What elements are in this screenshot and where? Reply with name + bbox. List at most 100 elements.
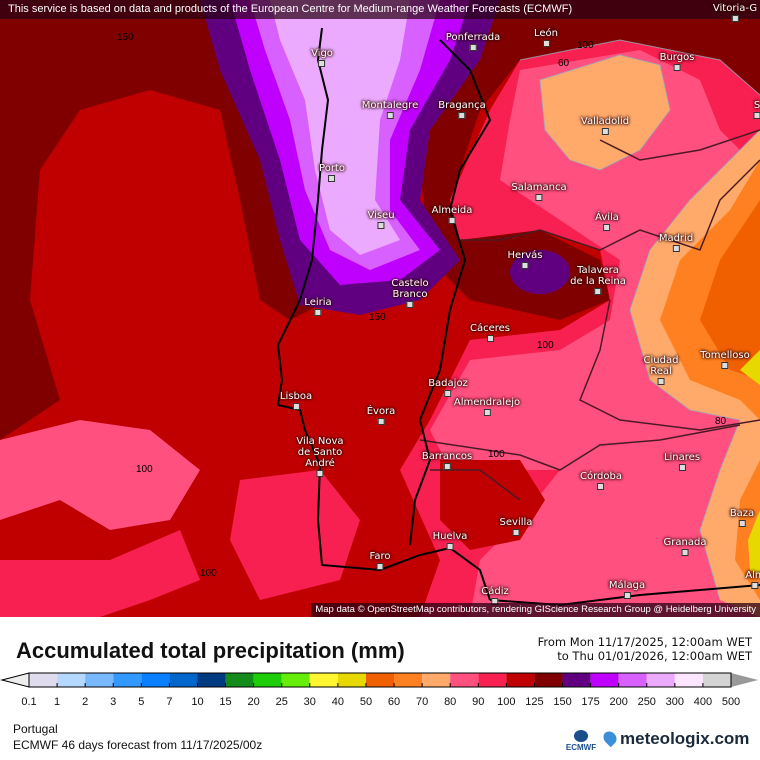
city-marker-icon (603, 224, 611, 231)
scale-swatch (197, 673, 226, 687)
color-scale-ticks: 0.1 1 2 3 5 7 10 15 20 25 30 40 50 60 70 80 90 100 125 150 1… (0, 696, 760, 710)
city-marker-icon (535, 194, 543, 201)
city-marker-icon (446, 543, 454, 550)
scale-swatch (57, 673, 86, 687)
contour-label: 100 (488, 449, 505, 460)
field-90-100-b (230, 470, 360, 600)
province-borders (419, 129, 760, 501)
city-marker-icon (469, 44, 477, 51)
city-marker-icon (738, 520, 746, 527)
city-marker-icon (731, 15, 739, 22)
city-name: Viseu (367, 210, 395, 221)
city-label: Ciudad Real (644, 355, 678, 385)
city-label: Badajoz (428, 378, 468, 397)
field-80-90 (0, 420, 200, 530)
scale-tick-label: 3 (110, 696, 117, 708)
city-name: Ponferrada (445, 32, 501, 43)
city-marker-icon (678, 464, 686, 471)
city-marker-icon (376, 563, 384, 570)
scale-swatch (29, 673, 58, 687)
ecmwf-logo-text: ECMWF (565, 743, 597, 752)
scale-over-arrow (731, 673, 758, 687)
scale-swatch (85, 673, 114, 687)
city-name: Lisboa (279, 391, 313, 402)
map-attribution[interactable]: Map data © OpenStreetMap contributors, r… (311, 603, 760, 617)
scale-swatch (253, 673, 282, 687)
contour-label: 150 (117, 32, 134, 43)
city-label: Córdoba (580, 471, 622, 490)
city-label: León (534, 28, 558, 47)
scale-swatch (422, 673, 451, 687)
city-label: Castelo Branco (391, 278, 429, 308)
scale-tick-label: 300 (665, 696, 685, 708)
region-name: Portugal (13, 722, 58, 736)
scale-tick-label: 150 (553, 696, 572, 708)
city-name: Tomelloso (700, 350, 750, 361)
scale-tick-label: 250 (637, 696, 656, 708)
city-label: Faro (369, 551, 391, 570)
city-marker-icon (512, 529, 520, 536)
city-label: Viseu (367, 210, 395, 229)
city-marker-icon (672, 245, 680, 252)
scale-tick-label: 100 (497, 696, 516, 708)
scale-tick-label: 200 (609, 696, 628, 708)
field-125-150-east (420, 0, 760, 320)
city-marker-icon (721, 362, 729, 369)
scale-tick-label: 2 (82, 696, 89, 708)
scale-swatch (534, 673, 563, 687)
city-marker-icon (486, 335, 494, 342)
city-name: Faro (369, 551, 391, 562)
city-name: Hervás (507, 250, 543, 261)
city-marker-icon (316, 470, 324, 477)
precipitation-map[interactable] (0, 0, 760, 617)
scale-tick-label: 1 (54, 696, 61, 708)
city-marker-icon (318, 60, 326, 67)
chart-title: Accumulated total precipitation (mm) (16, 638, 405, 663)
field-250-300 (270, 0, 410, 255)
city-marker-icon (377, 418, 385, 425)
city-marker-icon (292, 403, 300, 410)
city-marker-icon (601, 128, 609, 135)
contour-label: 100 (577, 40, 594, 51)
city-label: Hervás (507, 250, 543, 269)
city-name: Évora (366, 406, 396, 417)
city-marker-icon (444, 390, 452, 397)
city-name: Vigo (311, 48, 333, 59)
meteologix-logo[interactable]: meteologix.com (600, 728, 749, 749)
city-name: Leiria (304, 297, 332, 308)
city-label: Lisboa (280, 391, 312, 410)
scale-tick-label: 0.1 (21, 696, 37, 708)
scale-swatch (702, 673, 731, 687)
scale-swatch (141, 673, 170, 687)
field-40-50 (740, 350, 760, 575)
city-label: Ponferrada (446, 32, 500, 51)
city-name: Linares (663, 452, 701, 463)
city-marker-icon (448, 217, 456, 224)
city-name: Bragança (438, 100, 486, 111)
city-label: Burgos (660, 52, 694, 71)
city-label: Almeida (432, 205, 472, 224)
scale-swatch (113, 673, 142, 687)
city-label: Baza (730, 508, 754, 527)
city-label: Vila Nova de Santo André (296, 436, 344, 477)
city-name: León (533, 28, 559, 39)
scale-swatch (365, 673, 395, 687)
city-marker-icon (594, 288, 602, 295)
city-marker-icon (751, 582, 759, 589)
scale-tick-label: 40 (331, 696, 344, 708)
city-name: Alm (745, 570, 760, 581)
forecast-period: From Mon 11/17/2025, 12:00am WET to Thu … (538, 635, 752, 663)
field-80-90-east (430, 50, 760, 617)
contour-label: 60 (558, 58, 570, 69)
field-70-80 (540, 55, 670, 170)
forecast-run: ECMWF 46 days forecast from 11/17/2025/0… (13, 738, 263, 752)
city-name: Baza (729, 508, 755, 519)
contour-label: 100 (200, 568, 217, 579)
city-label: Montalegre (362, 100, 418, 119)
city-marker-icon (597, 483, 605, 490)
scale-tick-label: 125 (525, 696, 544, 708)
scale-swatch (225, 673, 254, 687)
scale-swatch (169, 673, 198, 687)
city-label: Almendralejo (454, 397, 520, 416)
city-name: Badajoz (428, 378, 468, 389)
